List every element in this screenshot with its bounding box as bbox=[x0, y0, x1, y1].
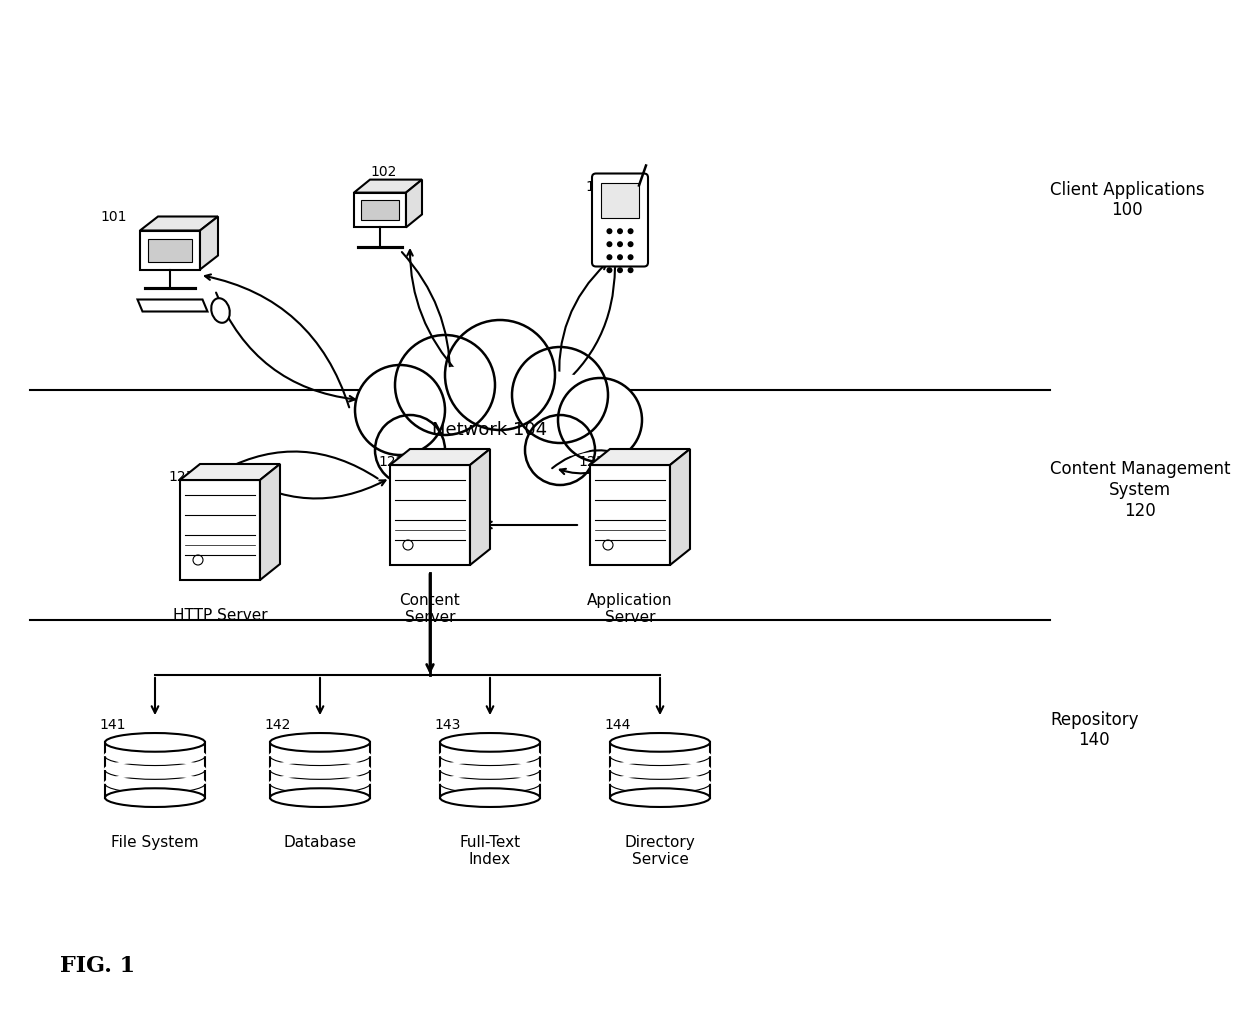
Ellipse shape bbox=[440, 788, 539, 807]
Circle shape bbox=[355, 365, 445, 455]
Text: 144: 144 bbox=[604, 718, 630, 732]
Polygon shape bbox=[140, 217, 218, 230]
Polygon shape bbox=[180, 464, 280, 480]
Text: Client Applications
100: Client Applications 100 bbox=[1050, 181, 1204, 219]
Ellipse shape bbox=[440, 733, 539, 752]
Circle shape bbox=[627, 254, 634, 260]
Ellipse shape bbox=[105, 788, 205, 807]
Circle shape bbox=[627, 241, 634, 247]
Text: FIG. 1: FIG. 1 bbox=[60, 955, 135, 977]
Text: Content Management
System
120: Content Management System 120 bbox=[1050, 460, 1230, 520]
Polygon shape bbox=[353, 180, 422, 193]
Circle shape bbox=[396, 335, 495, 435]
Circle shape bbox=[374, 415, 445, 485]
Bar bbox=[610, 743, 711, 798]
Polygon shape bbox=[148, 238, 192, 261]
Text: 103: 103 bbox=[585, 180, 611, 194]
Text: 142: 142 bbox=[264, 718, 290, 732]
Circle shape bbox=[512, 347, 608, 443]
Text: Repository
140: Repository 140 bbox=[1050, 710, 1138, 750]
Ellipse shape bbox=[211, 299, 229, 323]
Text: 102: 102 bbox=[370, 165, 397, 179]
Circle shape bbox=[618, 254, 622, 260]
Text: 143: 143 bbox=[434, 718, 460, 732]
Text: 123: 123 bbox=[167, 470, 195, 484]
Text: File System: File System bbox=[112, 835, 198, 850]
Text: Network 104: Network 104 bbox=[433, 421, 548, 439]
Circle shape bbox=[606, 228, 613, 234]
Bar bbox=[105, 743, 205, 798]
Text: Full-Text
Index: Full-Text Index bbox=[460, 835, 521, 868]
FancyBboxPatch shape bbox=[591, 174, 649, 266]
Ellipse shape bbox=[350, 365, 630, 465]
Polygon shape bbox=[670, 449, 689, 565]
Circle shape bbox=[558, 378, 642, 462]
Circle shape bbox=[606, 267, 613, 273]
Text: 122: 122 bbox=[378, 455, 404, 469]
Text: 101: 101 bbox=[100, 210, 126, 224]
Polygon shape bbox=[391, 449, 490, 465]
Circle shape bbox=[618, 267, 622, 273]
Polygon shape bbox=[353, 193, 405, 227]
Circle shape bbox=[606, 241, 613, 247]
Circle shape bbox=[606, 254, 613, 260]
Text: 141: 141 bbox=[99, 718, 125, 732]
Circle shape bbox=[627, 228, 634, 234]
Polygon shape bbox=[590, 465, 670, 565]
Text: Application
Server: Application Server bbox=[588, 593, 673, 626]
Bar bbox=[601, 183, 639, 218]
Circle shape bbox=[618, 228, 622, 234]
Ellipse shape bbox=[270, 733, 370, 752]
Circle shape bbox=[627, 267, 634, 273]
Circle shape bbox=[525, 415, 595, 485]
Text: Database: Database bbox=[284, 835, 357, 850]
Polygon shape bbox=[405, 180, 422, 227]
Polygon shape bbox=[260, 464, 280, 580]
Polygon shape bbox=[361, 200, 399, 220]
Polygon shape bbox=[470, 449, 490, 565]
Ellipse shape bbox=[270, 788, 370, 807]
Ellipse shape bbox=[105, 733, 205, 752]
Text: Directory
Service: Directory Service bbox=[625, 835, 696, 868]
Polygon shape bbox=[180, 480, 260, 580]
Circle shape bbox=[445, 320, 556, 430]
Polygon shape bbox=[138, 300, 207, 312]
Text: Content
Server: Content Server bbox=[399, 593, 460, 626]
Ellipse shape bbox=[610, 788, 711, 807]
Text: HTTP Server: HTTP Server bbox=[172, 608, 268, 623]
Text: 121: 121 bbox=[578, 455, 605, 469]
Polygon shape bbox=[590, 449, 689, 465]
Circle shape bbox=[618, 241, 622, 247]
Polygon shape bbox=[140, 230, 200, 269]
Ellipse shape bbox=[610, 733, 711, 752]
Bar bbox=[440, 743, 539, 798]
Polygon shape bbox=[200, 217, 218, 269]
Bar bbox=[270, 743, 370, 798]
Polygon shape bbox=[391, 465, 470, 565]
